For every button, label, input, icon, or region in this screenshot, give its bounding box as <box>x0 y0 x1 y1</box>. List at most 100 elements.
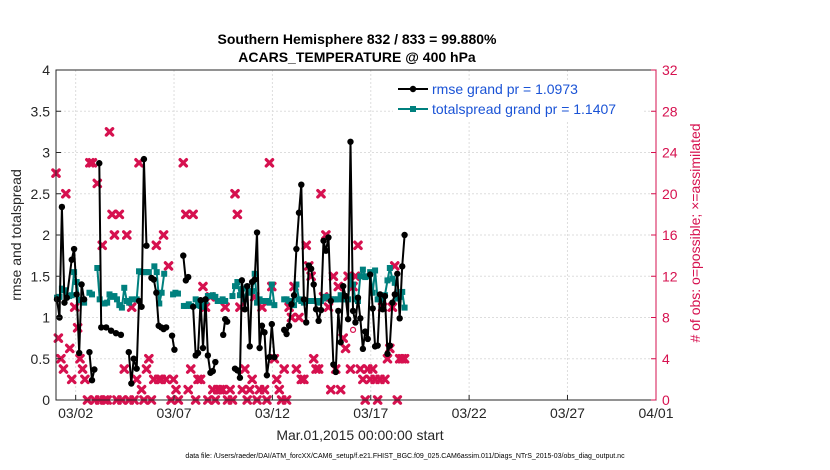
obs-assimilated-marker <box>161 374 171 385</box>
rmse-point <box>253 229 261 236</box>
totalspread-point <box>118 304 125 311</box>
rmse-point <box>384 350 391 357</box>
rmse-point <box>342 292 349 300</box>
totalspread-point <box>379 296 386 303</box>
rmse-point <box>125 348 132 356</box>
obs-assimilated-marker <box>399 353 410 364</box>
rmse-point <box>300 296 308 303</box>
rmse-point <box>197 296 204 304</box>
totalspread-point <box>192 296 199 303</box>
rmse-point <box>376 291 384 298</box>
y-right-tick-label-8: 32 <box>662 62 678 78</box>
rmse-point <box>327 297 335 305</box>
y-tick-label-4: 2 <box>42 227 50 243</box>
data-file-footer: data file: /Users/raeder/DAI/ATM_forcXX/… <box>185 453 625 460</box>
obs-assimilated-marker <box>333 281 344 292</box>
x-tick-label-2: 03/12 <box>255 405 290 421</box>
legend-rmse-label: rmse grand pr = 1.0973 <box>432 81 578 97</box>
rmse-point <box>70 245 78 253</box>
totalspread-point <box>153 269 160 276</box>
rmse-series <box>53 138 408 387</box>
obs-assimilated-marker <box>382 353 393 364</box>
obs-assimilated-marker <box>380 374 390 385</box>
totalspread-point <box>399 288 406 295</box>
totalspread-point <box>128 296 135 303</box>
totalspread-point <box>389 275 396 282</box>
obs-assimilated-marker <box>264 158 275 168</box>
obs-assimilated-marker <box>274 384 285 395</box>
rmse-point <box>86 348 93 356</box>
legend: rmse grand pr = 1.0973 totalspread grand… <box>393 80 643 120</box>
obs-assimilated-marker <box>163 261 174 271</box>
y-tick-label-0: 0 <box>42 392 50 408</box>
totalspread-point <box>174 290 181 297</box>
obs-assimilated-marker <box>217 384 228 395</box>
rmse-point <box>366 271 374 278</box>
rmse-point <box>202 296 209 303</box>
obs-assimilated-marker <box>244 384 255 395</box>
rmse-point <box>153 289 160 296</box>
obs-assimilated-marker <box>104 127 115 137</box>
obs-assimilated-marker <box>136 384 147 395</box>
totalspread-point <box>222 298 229 304</box>
obs-assimilated-marker <box>259 384 270 395</box>
totalspread-point <box>156 300 163 307</box>
rmse-point <box>290 292 298 299</box>
totalspread-point <box>391 279 398 286</box>
rmse-point <box>349 307 357 315</box>
rmse-point <box>386 342 394 349</box>
obs-assimilated-marker <box>291 364 302 374</box>
obs-assimilated-marker <box>77 364 88 374</box>
rmse-point <box>401 231 408 239</box>
rmse-point <box>88 377 96 384</box>
rmse-point <box>359 345 367 353</box>
obs-assimilated-marker <box>131 374 142 385</box>
rmse-point <box>78 281 85 288</box>
totalspread-point <box>268 281 275 288</box>
totalspread-point <box>254 299 261 306</box>
obs-assimilated-marker <box>335 384 346 395</box>
obs-assimilated-marker <box>64 343 75 354</box>
obs-assimilated-marker <box>220 302 230 312</box>
y-tick-label-7: 3.5 <box>31 103 51 119</box>
totalspread-point <box>359 266 366 273</box>
rmse-point <box>337 339 344 346</box>
totalspread-point <box>199 303 206 310</box>
x-tick-label-5: 03/27 <box>550 405 585 421</box>
obs-assimilated-marker <box>66 374 77 385</box>
totalspread-point <box>158 289 165 296</box>
rmse-point <box>399 263 406 270</box>
obs-assimilated-marker <box>158 230 169 240</box>
obs-assimilated-marker <box>353 240 363 251</box>
obs-assimilated-marker <box>232 209 243 220</box>
obs-assimilated-marker <box>279 364 289 374</box>
rmse-point <box>340 282 347 290</box>
totalspread-point <box>372 267 379 274</box>
rmse-point <box>133 365 140 372</box>
totalspread-point <box>111 293 118 300</box>
y-tick-label-2: 1 <box>42 310 50 326</box>
totalspread-point <box>384 277 391 284</box>
totalspread-point <box>94 265 101 271</box>
y-tick-label-1: 0.5 <box>31 351 51 367</box>
obs-assimilated-marker <box>225 384 235 395</box>
obs-assimilated-marker <box>240 364 250 374</box>
rmse-point <box>364 335 372 343</box>
obs-assimilated-marker <box>358 374 368 385</box>
rmse-point <box>135 297 143 305</box>
obs-possible-marker <box>349 326 357 333</box>
rmse-point <box>220 331 227 339</box>
x-axis-label: Mar.01,2015 00:00:00 start <box>276 427 443 443</box>
rmse-point <box>238 277 246 284</box>
obs-assimilated-marker <box>183 384 193 395</box>
rmse-point <box>138 303 145 310</box>
totalspread-point <box>161 270 168 277</box>
totalspread-point <box>151 263 158 270</box>
chart-title-line2: ACARS_TEMPERATURE @ 400 hPa <box>238 49 476 65</box>
obs-assimilated-marker <box>299 374 309 385</box>
obs-assimilated-marker <box>58 364 69 374</box>
rmse-point <box>389 299 396 306</box>
totalspread-point <box>232 283 239 290</box>
totalspread-point <box>369 289 376 296</box>
